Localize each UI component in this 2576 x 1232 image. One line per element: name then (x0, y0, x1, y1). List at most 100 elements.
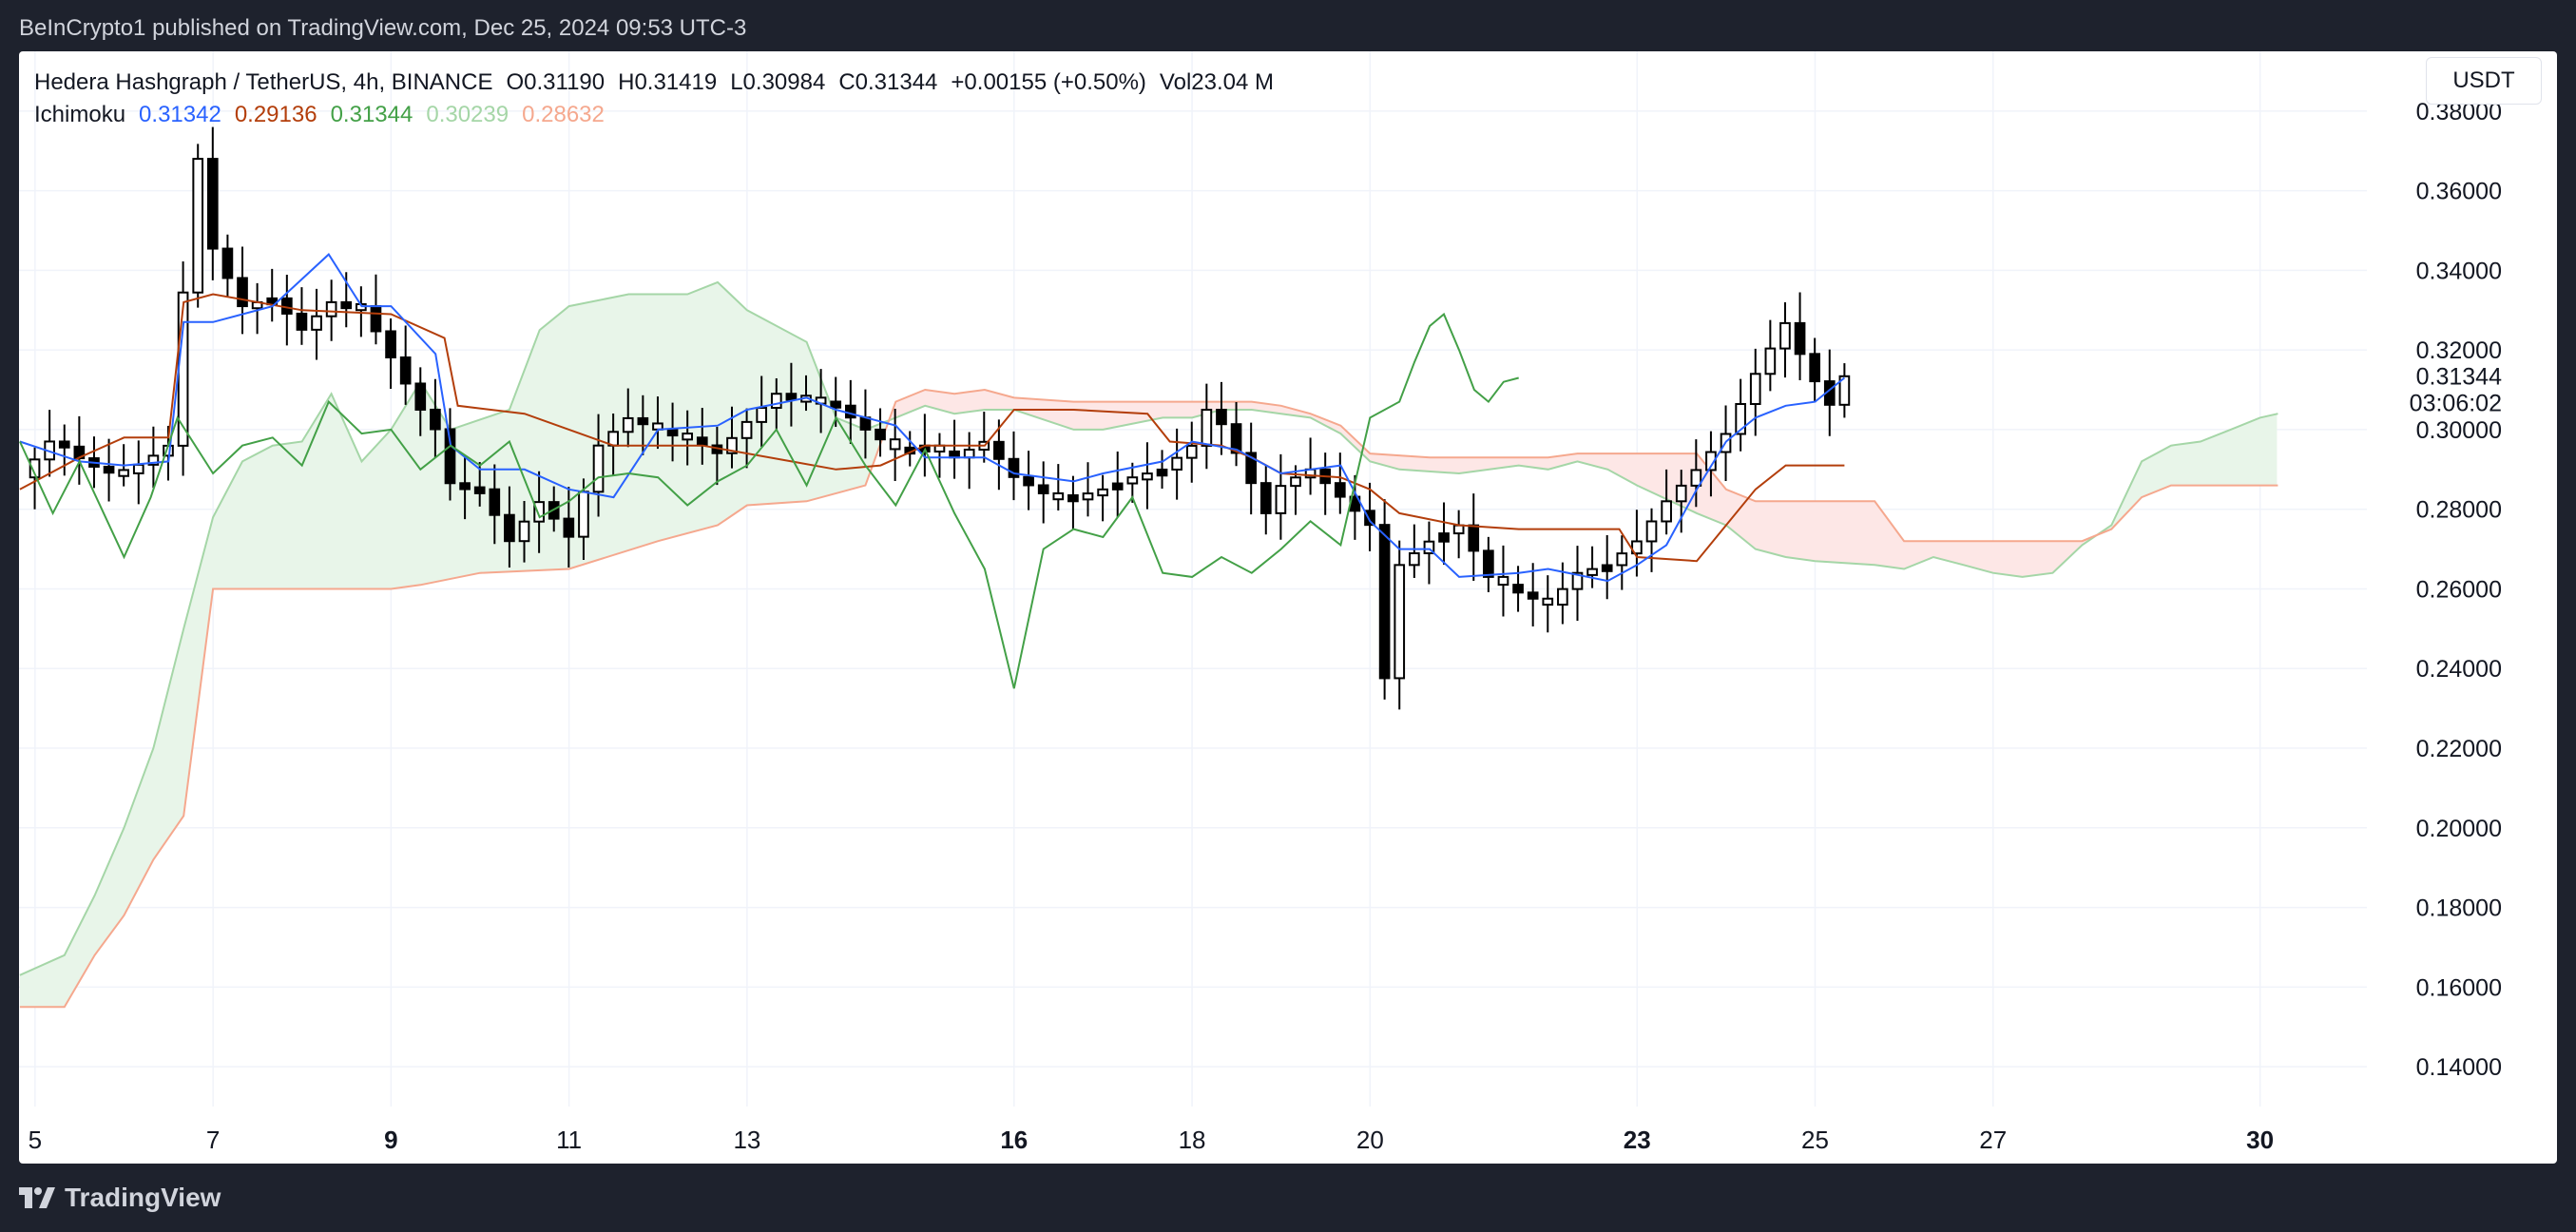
symbol-row: Hedera Hashgraph / TetherUS, 4h, BINANCE… (34, 67, 1274, 99)
x-tick-label-3: 11 (556, 1126, 582, 1154)
y-tick-label-3: 0.32000 (2416, 337, 2502, 364)
candle-body-111 (1675, 484, 1687, 503)
candle-body-8 (147, 454, 160, 466)
base-line (19, 293, 1845, 563)
candle-body-0 (29, 458, 41, 479)
symbol-title[interactable]: Hedera Hashgraph / TetherUS, 4h, BINANCE (34, 69, 493, 95)
candle-body-23 (370, 304, 382, 333)
candle-body-63 (963, 449, 975, 459)
candle-body-95 (1438, 532, 1450, 543)
candle-body-80 (1216, 409, 1227, 426)
ichimoku-cloud-0 (19, 281, 891, 1008)
span-b-value: 0.28632 (522, 102, 605, 127)
candle-body-38 (592, 444, 605, 493)
y-tick-label-4: 0.30000 (2416, 417, 2502, 444)
brand-name[interactable]: TradingView (65, 1183, 221, 1212)
x-tick-label-6: 18 (1179, 1126, 1206, 1154)
candle-body-14 (237, 277, 248, 308)
y-tick-label-2: 0.34000 (2416, 258, 2502, 284)
candle-body-106 (1601, 564, 1613, 572)
candle-body-47 (726, 436, 738, 454)
candle-body-29 (459, 482, 471, 491)
x-tick-label-4: 13 (733, 1126, 760, 1154)
candle-body-112 (1690, 469, 1702, 487)
lagging-span-line (19, 312, 1519, 689)
candle-body-20 (325, 300, 337, 318)
candle-body-74 (1126, 476, 1139, 485)
candle-body-72 (1097, 488, 1108, 497)
candle-body-99 (1497, 575, 1509, 587)
candle-body-93 (1408, 552, 1420, 567)
candle-body-119 (1794, 321, 1806, 356)
candle-body-71 (1082, 492, 1094, 501)
candle-body-54 (830, 400, 842, 409)
currency-button[interactable]: USDT (2426, 57, 2542, 105)
candle-body-70 (1067, 493, 1079, 503)
candle-body-77 (1171, 456, 1182, 471)
candle-body-58 (889, 438, 901, 451)
indicator-name[interactable]: Ichimoku (34, 102, 126, 127)
ohlc-open: O0.31190 (506, 69, 606, 95)
candle-body-13 (221, 247, 234, 279)
ichimoku-cloud-1 (890, 390, 2098, 577)
candle-body-32 (504, 513, 515, 543)
candle-body-107 (1616, 552, 1628, 567)
candle-body-66 (1008, 457, 1020, 478)
leading-span-b-line (19, 388, 2278, 1009)
candle-body-41 (637, 416, 649, 426)
candle-body-69 (1052, 491, 1065, 501)
candle-body-108 (1631, 540, 1643, 555)
ohlc-close: C0.31344 (838, 69, 938, 95)
candle-body-88 (1334, 482, 1346, 498)
x-tick-label-0: 5 (29, 1126, 42, 1154)
candle-body-104 (1571, 571, 1584, 590)
candle-body-12 (206, 158, 219, 250)
conversion-line (19, 253, 1846, 583)
y-tick-label-7: 0.24000 (2416, 656, 2502, 683)
candle-body-28 (444, 428, 456, 485)
candle-body-18 (296, 312, 308, 331)
candle-body-82 (1245, 452, 1258, 485)
x-tick-label-1: 7 (206, 1126, 220, 1154)
candle-body-91 (1378, 524, 1391, 680)
x-tick-label-5: 16 (1000, 1126, 1028, 1154)
candle-body-33 (518, 520, 530, 543)
candle-body-19 (311, 315, 322, 331)
span-a-value: 0.30239 (426, 102, 509, 127)
price-chart[interactable]: 0.380000.360000.340000.320000.300000.280… (19, 51, 2557, 1164)
kijun-value: 0.29136 (234, 102, 317, 127)
candle-body-118 (1779, 321, 1791, 350)
candle-body-78 (1185, 444, 1198, 459)
tenkan-value: 0.31342 (139, 102, 221, 127)
candle-body-79 (1201, 409, 1213, 447)
tradingview-logo-icon[interactable] (19, 1187, 55, 1208)
candle-body-73 (1111, 482, 1124, 491)
candle-body-90 (1364, 510, 1375, 527)
candle-body-21 (340, 300, 353, 310)
candle-body-83 (1259, 482, 1272, 514)
candle-body-120 (1809, 353, 1821, 383)
y-tick-label-10: 0.18000 (2416, 895, 2502, 922)
candle-body-7 (132, 463, 144, 474)
candle-body-65 (993, 440, 1005, 460)
candle-body-103 (1557, 587, 1568, 606)
publisher-info: BeInCrypto1 published on TradingView.com… (19, 15, 747, 41)
x-tick-label-11: 30 (2246, 1126, 2274, 1154)
y-tick-label-12: 0.14000 (2416, 1054, 2502, 1081)
candle-body-37 (578, 491, 589, 538)
candle-body-92 (1394, 564, 1406, 680)
candle-body-31 (489, 488, 501, 516)
candle-body-57 (875, 428, 886, 441)
candle-body-98 (1483, 549, 1494, 578)
candle-body-94 (1423, 540, 1435, 555)
candle-body-26 (414, 382, 427, 411)
candle-body-122 (1838, 375, 1851, 406)
candle-body-6 (118, 469, 130, 477)
candle-body-102 (1542, 597, 1554, 606)
candle-body-68 (1037, 484, 1049, 494)
candle-body-100 (1512, 584, 1524, 594)
countdown-label: 03:06:02 (2410, 391, 2502, 417)
chart-panel[interactable]: 0.38000 0.36000 0.34000 0.32000 0.30000 0.280… (19, 51, 2557, 1164)
ohlc-low: L0.30984 (730, 69, 826, 95)
x-tick-label-10: 27 (1979, 1126, 2007, 1154)
